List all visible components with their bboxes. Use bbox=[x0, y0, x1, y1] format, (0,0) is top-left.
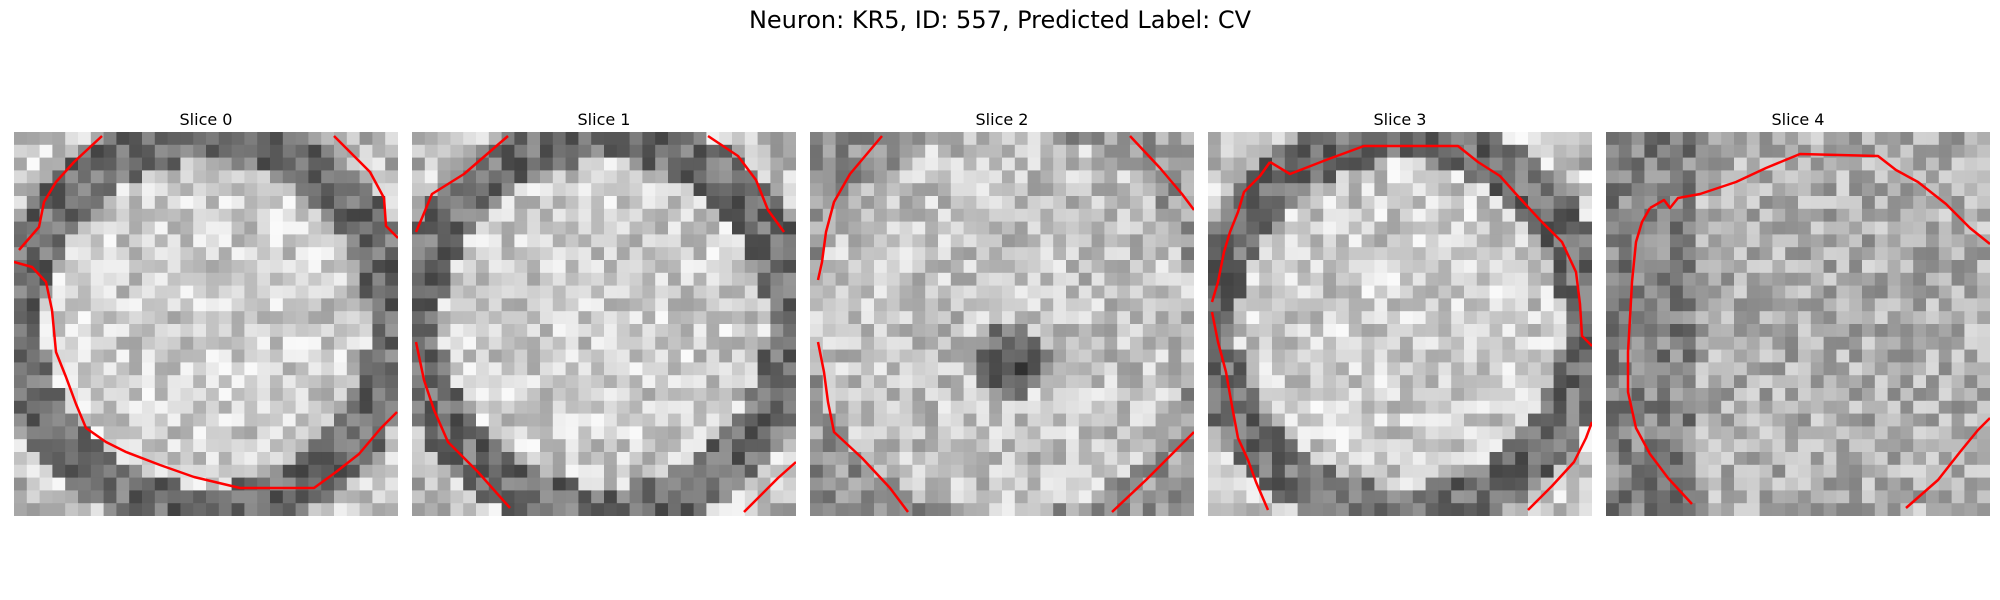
slice-image bbox=[810, 132, 1194, 516]
contour-line bbox=[816, 341, 909, 513]
slice-pixels bbox=[1208, 132, 1592, 516]
contour-line bbox=[1269, 144, 1592, 347]
slice-title: Slice 2 bbox=[975, 110, 1029, 129]
contour-line bbox=[1210, 161, 1272, 303]
slice-image bbox=[1208, 132, 1592, 516]
contour-line bbox=[1111, 431, 1194, 513]
slice-panel-3: Slice 3 bbox=[1208, 108, 1592, 516]
slice-panel-4: Slice 4 bbox=[1606, 108, 1990, 516]
contour-line bbox=[1527, 421, 1592, 511]
slice-pixels bbox=[14, 132, 398, 516]
contour-line bbox=[1129, 135, 1194, 211]
slice-pixels bbox=[412, 132, 796, 516]
contour-line bbox=[816, 135, 883, 281]
slice-image bbox=[14, 132, 398, 516]
slice-image bbox=[1606, 132, 1990, 516]
slice-pixels bbox=[1606, 132, 1990, 516]
contour-line bbox=[743, 461, 796, 513]
slice-panel-0: Slice 0 bbox=[14, 108, 398, 516]
slice-pixels bbox=[810, 132, 1194, 516]
slice-panel-2: Slice 2 bbox=[810, 108, 1194, 516]
slice-image bbox=[412, 132, 796, 516]
figure-title: Neuron: KR5, ID: 557, Predicted Label: C… bbox=[748, 6, 1252, 34]
contour-line bbox=[414, 135, 509, 233]
contour-line bbox=[1210, 311, 1270, 511]
slice-title: Slice 0 bbox=[179, 110, 233, 129]
slice-title: Slice 1 bbox=[577, 110, 631, 129]
contour-line bbox=[1649, 152, 1990, 245]
contour-line bbox=[414, 341, 511, 509]
contour-line bbox=[333, 135, 398, 239]
contour-line bbox=[1905, 417, 1990, 509]
contour-line bbox=[1626, 207, 1693, 505]
contour-line bbox=[14, 260, 398, 490]
slice-title: Slice 3 bbox=[1373, 110, 1427, 129]
slice-panel-1: Slice 1 bbox=[412, 108, 796, 516]
contour-line bbox=[707, 134, 786, 233]
contour-line bbox=[18, 135, 103, 251]
slice-title: Slice 4 bbox=[1771, 110, 1825, 129]
